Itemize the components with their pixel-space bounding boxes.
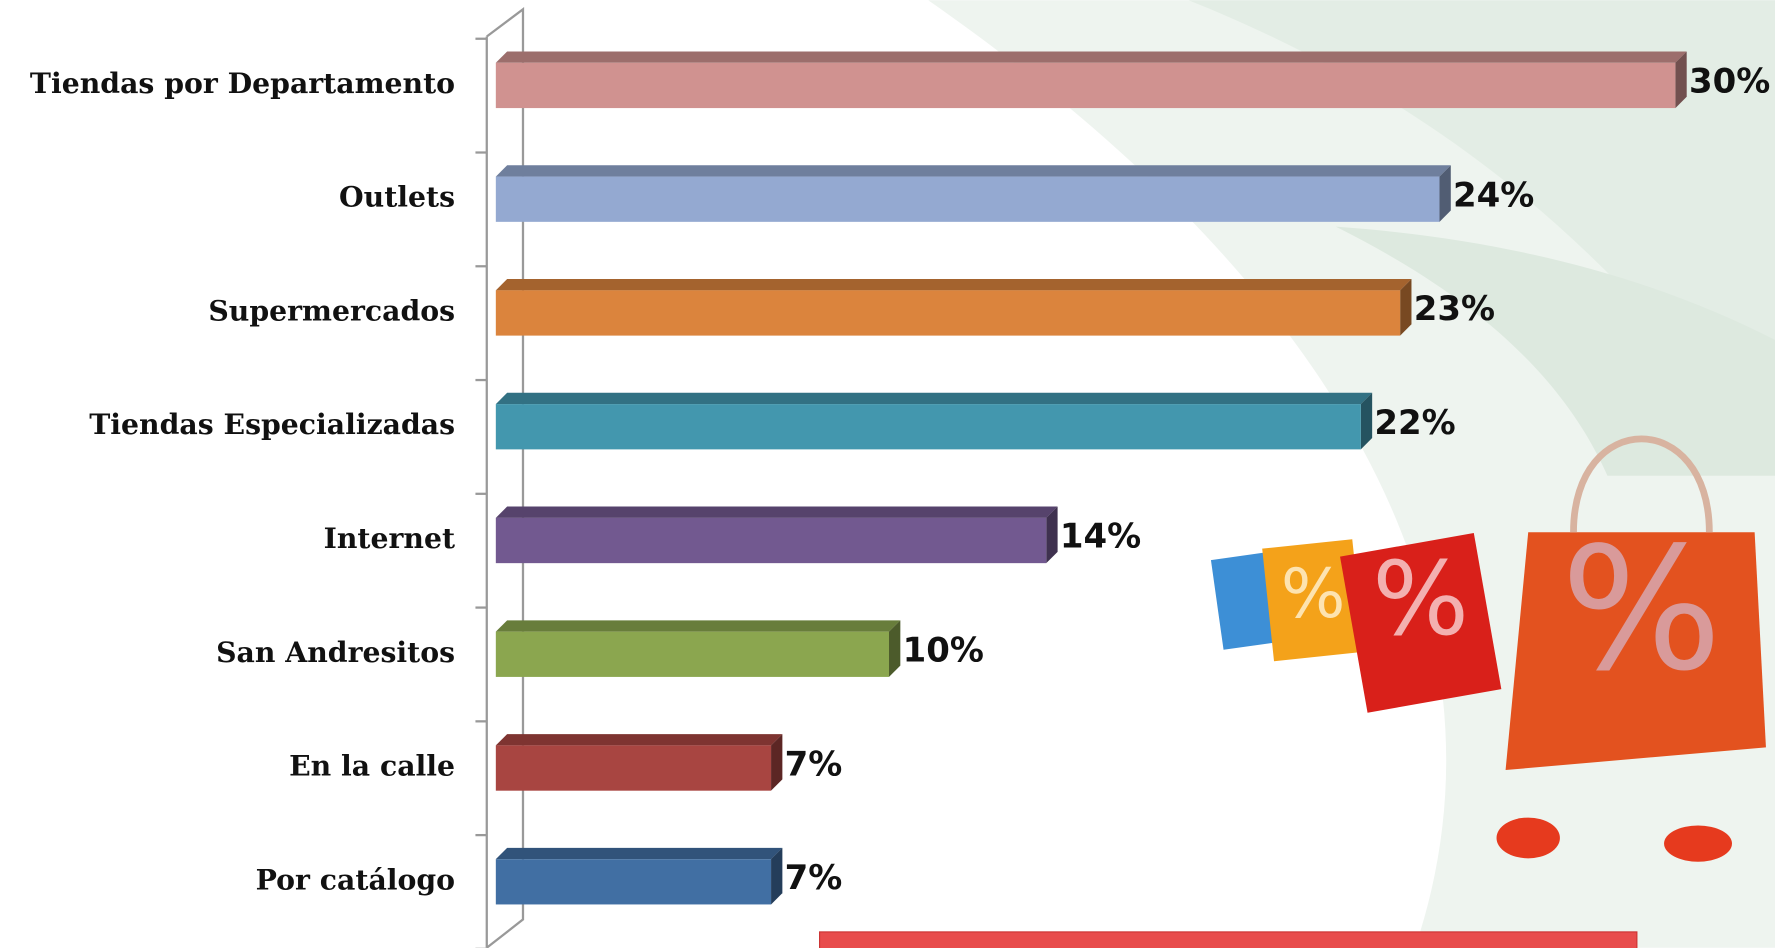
bar-top	[496, 279, 1412, 290]
value-label: 30%	[1689, 62, 1770, 102]
svg-text:%: %	[1372, 540, 1469, 659]
value-label: 7%	[785, 858, 843, 898]
bar	[496, 63, 1676, 108]
value-label: 7%	[785, 744, 843, 784]
axis-wall	[487, 9, 523, 947]
value-label: 22%	[1374, 403, 1455, 443]
bar-top	[496, 734, 783, 745]
bar-top	[496, 507, 1058, 518]
category-label: Por catálogo	[256, 862, 455, 896]
chart: % % % Tiendas por Departamento Outlets Sup…	[0, 0, 1775, 948]
category-label: Outlets	[339, 180, 455, 214]
bar-top	[496, 51, 1687, 62]
value-label: 23%	[1414, 289, 1495, 329]
bar	[496, 290, 1400, 335]
bar	[496, 404, 1361, 449]
category-label: Tiendas por Departamento	[30, 66, 455, 100]
bar-top	[496, 848, 783, 859]
category-label: Supermercados	[208, 293, 455, 327]
bar	[496, 518, 1046, 563]
bar-top	[496, 620, 901, 631]
category-label: En la calle	[289, 749, 455, 783]
footer-box	[820, 932, 1637, 948]
bar-top	[496, 165, 1451, 176]
value-label: 10%	[903, 631, 984, 671]
svg-text:%: %	[1281, 555, 1346, 634]
bar-top	[496, 393, 1372, 404]
background	[928, 0, 1775, 947]
bar	[496, 177, 1440, 222]
category-label: Internet	[324, 521, 455, 555]
category-label: San Andresitos	[216, 635, 455, 669]
svg-text:%: %	[1561, 511, 1722, 709]
value-label: 14%	[1060, 517, 1141, 557]
value-label: 24%	[1453, 175, 1534, 215]
page: {"chart_data": {"type": "bar", "categori…	[0, 0, 1775, 948]
bar	[496, 745, 771, 790]
bar	[496, 859, 771, 904]
category-label: Tiendas Especializadas	[89, 407, 455, 441]
bar	[496, 632, 889, 677]
